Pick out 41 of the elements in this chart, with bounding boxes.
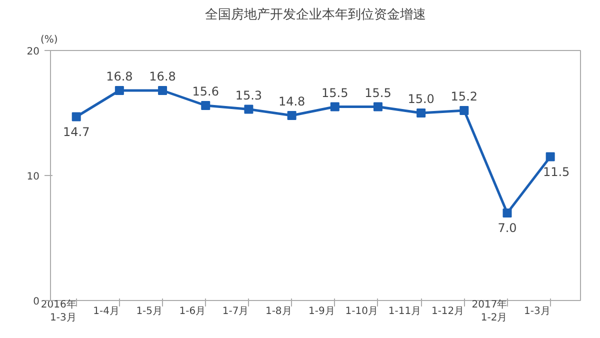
x-tick-label: 1-11月 xyxy=(388,306,422,317)
point xyxy=(201,101,210,110)
x-tick-label: 1-12月 xyxy=(431,306,464,317)
point xyxy=(158,86,168,95)
data-label: 15.5 xyxy=(322,86,348,100)
point xyxy=(373,102,382,112)
x-tick-label: 1-9月 xyxy=(308,306,335,317)
x-tick-label: 1-3月 xyxy=(524,306,550,317)
x-tick-label: 2016年 1-3月 xyxy=(40,298,76,324)
chart-title: 全国房地产开发企业本年到位资金增速 xyxy=(205,6,426,22)
point xyxy=(244,104,254,114)
x-tick-label: 2017年 1-2月 xyxy=(472,298,508,324)
data-label: 15.0 xyxy=(408,92,434,106)
data-label: 14.7 xyxy=(62,124,90,139)
data-label: 11.5 xyxy=(542,164,570,179)
data-label: 15.2 xyxy=(450,90,478,104)
x-tick-label: 1-7月 xyxy=(222,306,249,317)
point xyxy=(287,111,296,120)
y-tick-label: 0 xyxy=(33,296,40,308)
point xyxy=(114,86,124,95)
x-tick-label: 1-8月 xyxy=(265,306,292,317)
x-tick-label: 1-5月 xyxy=(136,306,163,317)
point xyxy=(416,108,426,118)
x-tick-label: 1-4月 xyxy=(93,306,120,317)
point xyxy=(546,152,555,162)
data-label: 15.3 xyxy=(235,88,262,102)
point xyxy=(460,106,469,115)
y-axis-title: (%) xyxy=(40,34,58,46)
point xyxy=(502,208,512,218)
x-tick-label: 1-6月 xyxy=(179,306,206,317)
data-label: 15.6 xyxy=(192,84,219,98)
point xyxy=(72,112,81,122)
x-tick-label: 1-10月 xyxy=(345,306,378,317)
data-label: 16.8 xyxy=(106,70,133,84)
data-label: 7.0 xyxy=(498,221,517,235)
y-tick-label: 10 xyxy=(26,172,40,182)
data-label: 15.5 xyxy=(364,86,392,100)
y-tick-label: 20 xyxy=(26,46,40,58)
data-label: 16.8 xyxy=(149,70,176,84)
data-label: 14.8 xyxy=(278,94,306,108)
point xyxy=(330,102,340,112)
